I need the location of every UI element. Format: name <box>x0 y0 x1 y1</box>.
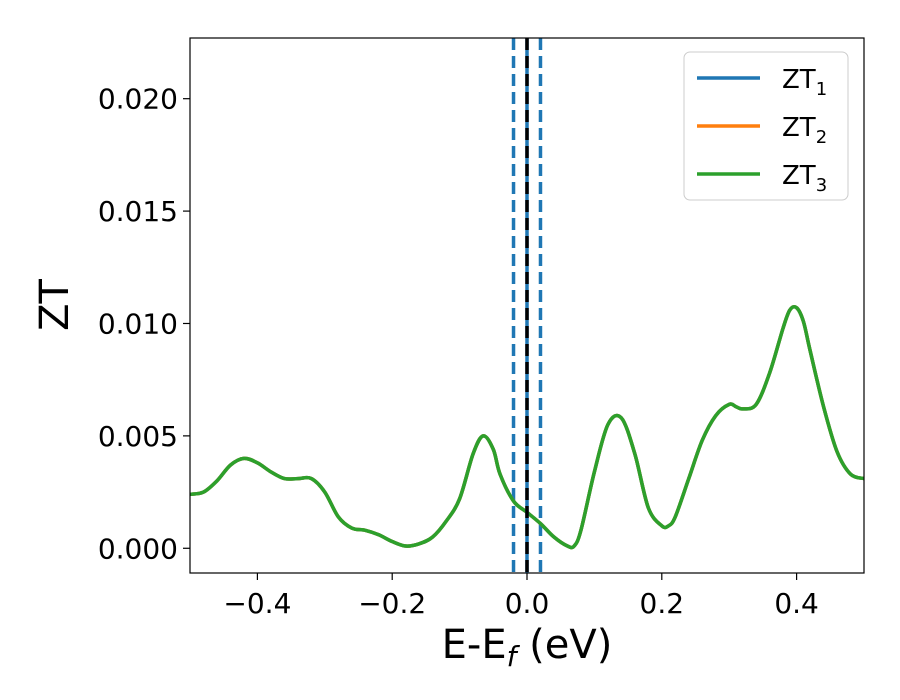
y-axis: 0.000 0.005 0.010 0.015 0.020 <box>98 83 190 565</box>
legend-label-3: ZT3 <box>782 161 827 196</box>
y-tick-label: 0.010 <box>98 307 178 340</box>
y-tick-label: 0.020 <box>98 83 178 116</box>
y-axis-title: ZT <box>32 279 78 331</box>
y-tick-label: 0.015 <box>98 195 178 228</box>
x-tick-label: −0.2 <box>358 587 426 620</box>
series-line-3 <box>190 305 864 550</box>
x-tick-label: 0.0 <box>505 587 550 620</box>
x-tick-label: −0.4 <box>223 587 291 620</box>
series-layer <box>190 305 864 550</box>
legend-box <box>683 51 849 201</box>
legend-label-1: ZT1 <box>782 65 827 100</box>
y-tick-label: 0.000 <box>98 532 178 565</box>
x-axis-title: E-Ef (eV) <box>442 622 613 673</box>
x-tick-label: 0.2 <box>640 587 685 620</box>
y-tick-label: 0.005 <box>98 420 178 453</box>
legend-label-2: ZT2 <box>782 113 827 148</box>
x-tick-label: 0.4 <box>774 587 819 620</box>
x-axis: −0.4 −0.2 0.0 0.2 0.4 <box>223 573 819 620</box>
legend: ZT1 ZT2 ZT3 <box>683 51 849 201</box>
